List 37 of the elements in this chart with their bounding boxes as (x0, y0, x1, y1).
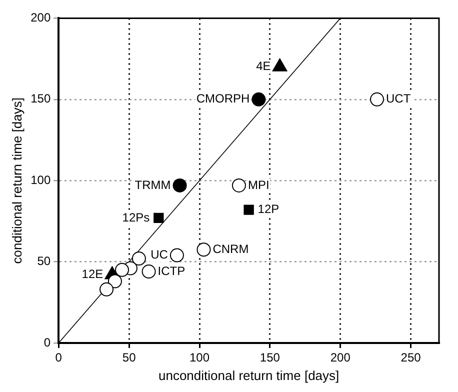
x-tick-label: 150 (260, 350, 280, 365)
annotation: 12E (82, 267, 104, 282)
annotation: MPI (248, 178, 270, 192)
point (154, 212, 164, 224)
point (100, 282, 114, 296)
y-tick-label: 200 (30, 10, 51, 25)
y-tick-label: 50 (37, 254, 51, 268)
y-tick-label: 150 (30, 92, 51, 106)
point (142, 264, 156, 279)
x-tick-label: 250 (400, 350, 422, 365)
annotation: 12Ps (122, 210, 150, 224)
point (115, 262, 130, 277)
point (170, 248, 184, 262)
point (172, 178, 187, 192)
x-tick-label: 50 (122, 350, 136, 365)
point (370, 92, 384, 106)
point (132, 252, 146, 266)
point (252, 92, 266, 106)
point (196, 242, 211, 257)
annotation: CMORPH (196, 92, 250, 106)
x-tick-label: 100 (189, 350, 210, 365)
annotation: CNRM (212, 242, 249, 256)
annotation: UCT (386, 92, 412, 106)
annotation: ICTP (158, 264, 186, 278)
x-tick-label: 200 (330, 350, 351, 365)
x-tick-label: 0 (55, 350, 62, 365)
annotation: UC (150, 248, 168, 262)
y-axis-title: conditional return time [days] (9, 98, 24, 264)
y-tick-label: 100 (30, 172, 51, 187)
point (108, 274, 122, 288)
y-tick-label: 0 (44, 335, 51, 350)
annotation: TRMM (134, 178, 171, 192)
annotation: 4E (256, 59, 271, 74)
point (232, 178, 246, 192)
point (244, 204, 254, 215)
x-axis-title: unconditional return time [days] (158, 368, 340, 383)
annotation: 12P (258, 202, 280, 216)
